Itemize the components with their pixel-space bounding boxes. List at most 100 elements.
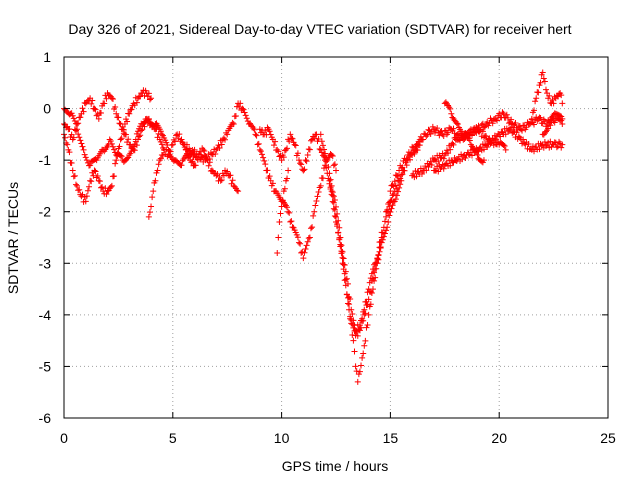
data-point bbox=[291, 141, 298, 148]
data-point bbox=[229, 119, 236, 126]
data-point bbox=[330, 205, 337, 212]
data-point bbox=[103, 191, 110, 198]
data-point bbox=[275, 234, 282, 241]
data-point bbox=[278, 203, 285, 210]
data-point bbox=[322, 162, 329, 169]
data-point bbox=[536, 146, 543, 153]
data-point bbox=[71, 172, 78, 179]
data-point bbox=[149, 194, 156, 201]
data-point bbox=[112, 103, 119, 110]
data-point bbox=[549, 96, 556, 103]
data-point bbox=[424, 131, 431, 138]
data-point bbox=[328, 182, 335, 189]
data-point bbox=[160, 152, 167, 159]
data-point bbox=[260, 154, 267, 161]
data-point bbox=[288, 135, 295, 142]
data-point bbox=[125, 136, 132, 143]
data-point bbox=[242, 112, 249, 119]
data-point bbox=[315, 136, 322, 143]
data-point bbox=[124, 118, 131, 125]
data-point bbox=[388, 197, 395, 204]
x-axis-label: GPS time / hours bbox=[282, 458, 389, 474]
data-point bbox=[178, 162, 185, 169]
x-tick-label: 20 bbox=[491, 430, 507, 446]
data-point bbox=[333, 213, 339, 220]
data-point bbox=[99, 184, 106, 191]
data-point bbox=[257, 148, 264, 155]
data-point bbox=[531, 121, 538, 128]
data-point bbox=[344, 300, 351, 307]
data-point bbox=[307, 137, 314, 144]
data-point bbox=[274, 146, 281, 153]
data-point bbox=[545, 125, 552, 132]
data-point bbox=[146, 209, 153, 216]
data-point bbox=[118, 135, 125, 142]
data-point bbox=[447, 162, 454, 169]
data-point bbox=[466, 137, 473, 144]
data-point bbox=[306, 234, 313, 241]
data-point bbox=[305, 146, 312, 153]
data-point bbox=[318, 138, 325, 145]
data-point bbox=[144, 93, 151, 100]
data-point bbox=[520, 136, 527, 143]
data-point bbox=[240, 106, 247, 113]
data-point bbox=[91, 105, 98, 112]
data-point bbox=[92, 106, 99, 113]
series-arc-i bbox=[317, 131, 405, 336]
data-point bbox=[362, 310, 369, 317]
data-point bbox=[356, 368, 363, 375]
data-point bbox=[111, 173, 118, 180]
data-point bbox=[127, 141, 134, 148]
data-point bbox=[88, 100, 95, 107]
data-point bbox=[440, 132, 447, 139]
data-point bbox=[280, 154, 287, 161]
data-point bbox=[157, 155, 164, 162]
data-point bbox=[356, 327, 363, 334]
data-point bbox=[397, 175, 404, 182]
data-point bbox=[540, 75, 547, 82]
data-point bbox=[367, 301, 374, 308]
data-point bbox=[354, 332, 361, 339]
data-point bbox=[505, 120, 512, 127]
data-point bbox=[72, 181, 79, 188]
data-point bbox=[348, 306, 355, 313]
data-point bbox=[459, 156, 466, 163]
data-point bbox=[411, 150, 418, 157]
data-point bbox=[237, 100, 244, 107]
data-point bbox=[423, 133, 430, 140]
data-point bbox=[145, 115, 152, 122]
data-point bbox=[76, 134, 83, 141]
data-point bbox=[348, 317, 355, 324]
data-point bbox=[74, 126, 81, 133]
data-point bbox=[522, 141, 529, 148]
data-point bbox=[222, 136, 229, 143]
data-point bbox=[323, 154, 330, 161]
data-point bbox=[528, 115, 535, 122]
data-point bbox=[79, 105, 86, 112]
data-point bbox=[284, 204, 291, 211]
data-point bbox=[445, 150, 452, 157]
grid-lines bbox=[64, 57, 608, 418]
data-point bbox=[62, 134, 69, 141]
data-point bbox=[286, 138, 293, 145]
data-point bbox=[559, 115, 566, 122]
data-point bbox=[192, 153, 199, 160]
data-point bbox=[492, 136, 499, 143]
data-point bbox=[335, 229, 342, 236]
data-point bbox=[312, 202, 319, 209]
data-point bbox=[474, 151, 481, 158]
data-point bbox=[321, 146, 328, 153]
data-point bbox=[156, 157, 163, 164]
data-point bbox=[499, 109, 506, 116]
data-point bbox=[154, 167, 161, 174]
data-point bbox=[347, 313, 354, 320]
data-point bbox=[83, 193, 90, 200]
data-point bbox=[559, 100, 566, 107]
data-point bbox=[89, 97, 96, 104]
data-point bbox=[515, 133, 522, 140]
data-points bbox=[61, 69, 566, 385]
data-point bbox=[218, 177, 225, 184]
data-point bbox=[331, 206, 338, 213]
data-point bbox=[264, 167, 271, 174]
